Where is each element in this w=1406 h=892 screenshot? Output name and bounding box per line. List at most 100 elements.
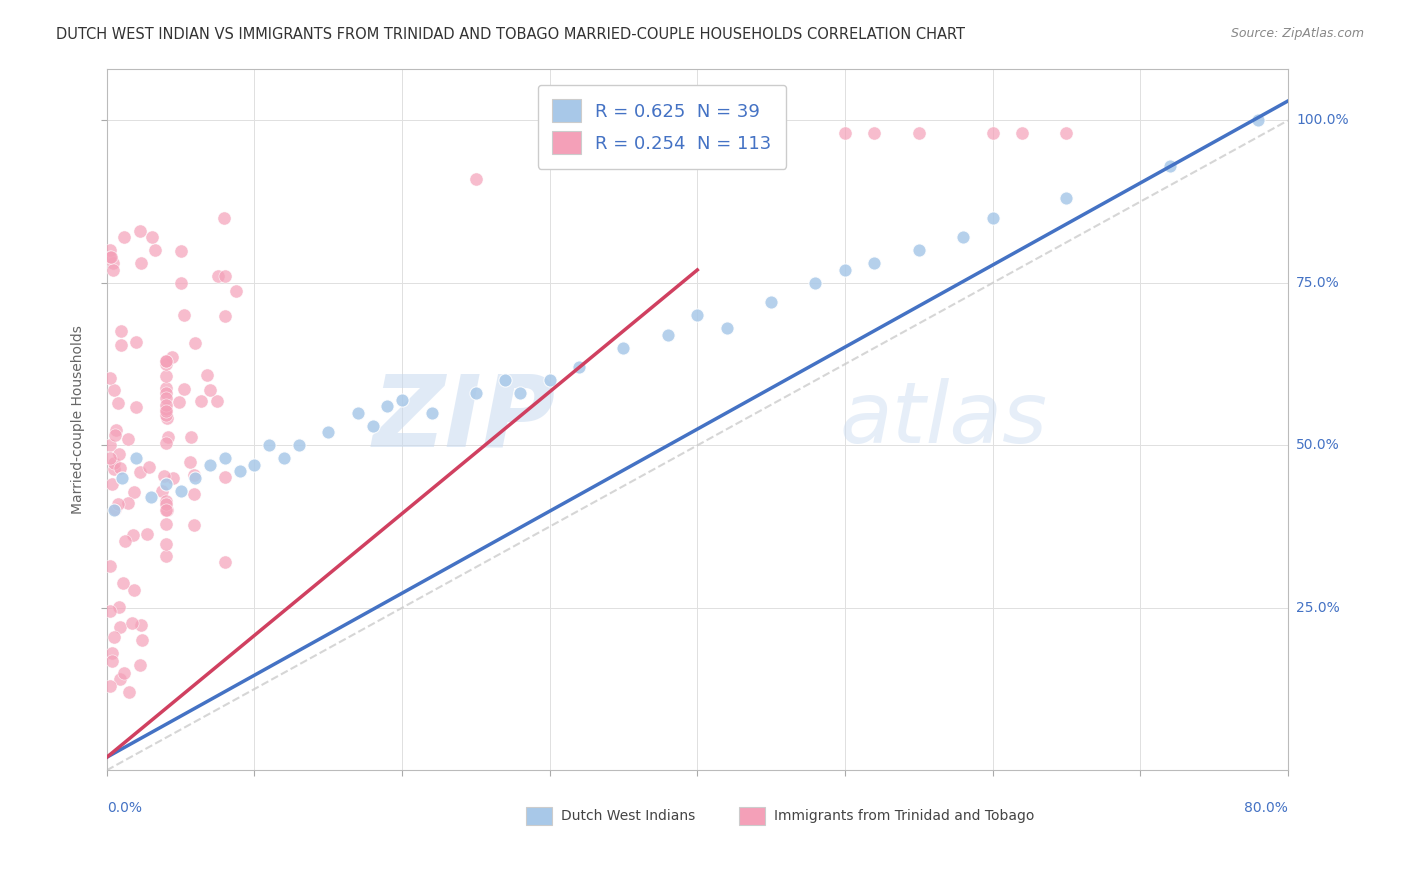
Text: 75.0%: 75.0% xyxy=(1296,276,1340,290)
Point xyxy=(125,451,148,466)
Point xyxy=(124,334,146,349)
Text: DUTCH WEST INDIAN VS IMMIGRANTS FROM TRINIDAD AND TOBAGO MARRIED-COUPLE HOUSEHOL: DUTCH WEST INDIAN VS IMMIGRANTS FROM TRI… xyxy=(56,27,966,42)
Point xyxy=(207,269,229,284)
Point xyxy=(907,127,929,141)
Point xyxy=(155,385,177,400)
Point xyxy=(107,497,129,511)
Point xyxy=(122,484,145,499)
Point xyxy=(759,295,782,310)
Point xyxy=(183,467,205,482)
Point xyxy=(183,518,205,533)
Point xyxy=(101,646,124,660)
Point xyxy=(184,471,207,485)
Point xyxy=(420,406,443,420)
Point xyxy=(1011,127,1033,141)
Point xyxy=(155,369,177,384)
Point xyxy=(214,470,236,484)
Point xyxy=(103,383,125,397)
Point xyxy=(612,127,634,141)
Point xyxy=(135,527,157,541)
Text: Source: ZipAtlas.com: Source: ZipAtlas.com xyxy=(1230,27,1364,40)
Point xyxy=(108,460,131,475)
Text: 0.0%: 0.0% xyxy=(107,801,142,814)
Point xyxy=(169,244,191,259)
Point xyxy=(167,395,190,409)
Point xyxy=(160,350,183,364)
Text: 25.0%: 25.0% xyxy=(1296,601,1340,615)
Point xyxy=(145,244,167,258)
Point xyxy=(114,533,136,548)
Point xyxy=(155,503,177,517)
Point xyxy=(155,353,177,368)
Text: ZIP: ZIP xyxy=(373,371,555,468)
Point xyxy=(138,459,160,474)
Point xyxy=(110,471,132,485)
Point xyxy=(100,476,122,491)
Point xyxy=(952,230,974,244)
Point xyxy=(162,471,184,485)
Point xyxy=(184,336,207,351)
Text: 80.0%: 80.0% xyxy=(1244,801,1288,814)
Point xyxy=(155,537,177,551)
Point xyxy=(179,455,201,469)
Point xyxy=(129,256,152,270)
Text: Dutch West Indians: Dutch West Indians xyxy=(561,809,696,822)
Point xyxy=(104,424,127,438)
Point xyxy=(101,654,124,668)
Point xyxy=(121,616,143,631)
Point xyxy=(173,309,195,323)
Point xyxy=(108,447,131,461)
Point xyxy=(205,393,228,408)
Point xyxy=(98,438,121,452)
Point xyxy=(103,503,125,517)
Point xyxy=(155,391,177,405)
Point xyxy=(98,558,121,573)
Point xyxy=(834,127,856,141)
Point xyxy=(190,393,212,408)
Point xyxy=(98,250,121,264)
Point xyxy=(212,211,235,225)
Point xyxy=(107,396,129,410)
Point xyxy=(103,462,125,476)
Point xyxy=(180,430,202,444)
Point xyxy=(100,250,122,264)
Point xyxy=(108,600,131,615)
Point xyxy=(316,425,339,440)
Point xyxy=(122,582,145,597)
Point xyxy=(108,620,131,634)
Point xyxy=(155,403,177,417)
Point xyxy=(104,501,127,516)
Point xyxy=(122,528,145,542)
Point xyxy=(103,456,125,470)
Point xyxy=(509,386,531,401)
Point xyxy=(863,256,886,270)
FancyBboxPatch shape xyxy=(526,807,553,824)
Point xyxy=(103,630,125,644)
Point xyxy=(155,435,177,450)
Point xyxy=(568,360,591,375)
Point xyxy=(117,432,139,446)
Point xyxy=(110,325,132,339)
Point xyxy=(129,658,152,673)
Point xyxy=(464,172,486,186)
Text: Immigrants from Trinidad and Tobago: Immigrants from Trinidad and Tobago xyxy=(775,809,1035,822)
Point xyxy=(1159,159,1181,173)
Point xyxy=(155,549,177,563)
Point xyxy=(214,555,236,569)
Text: 50.0%: 50.0% xyxy=(1296,438,1340,452)
Point xyxy=(228,464,250,478)
Point xyxy=(129,224,152,238)
Point xyxy=(686,309,709,323)
Point xyxy=(155,497,177,511)
Point xyxy=(1054,191,1077,205)
Point xyxy=(391,392,413,407)
Point xyxy=(101,263,124,277)
Point xyxy=(375,400,398,414)
Point xyxy=(101,256,124,270)
Point xyxy=(183,486,205,500)
Point xyxy=(156,429,179,443)
Point xyxy=(141,230,163,244)
Point xyxy=(156,502,179,516)
Point xyxy=(155,398,177,412)
Point xyxy=(170,276,193,290)
